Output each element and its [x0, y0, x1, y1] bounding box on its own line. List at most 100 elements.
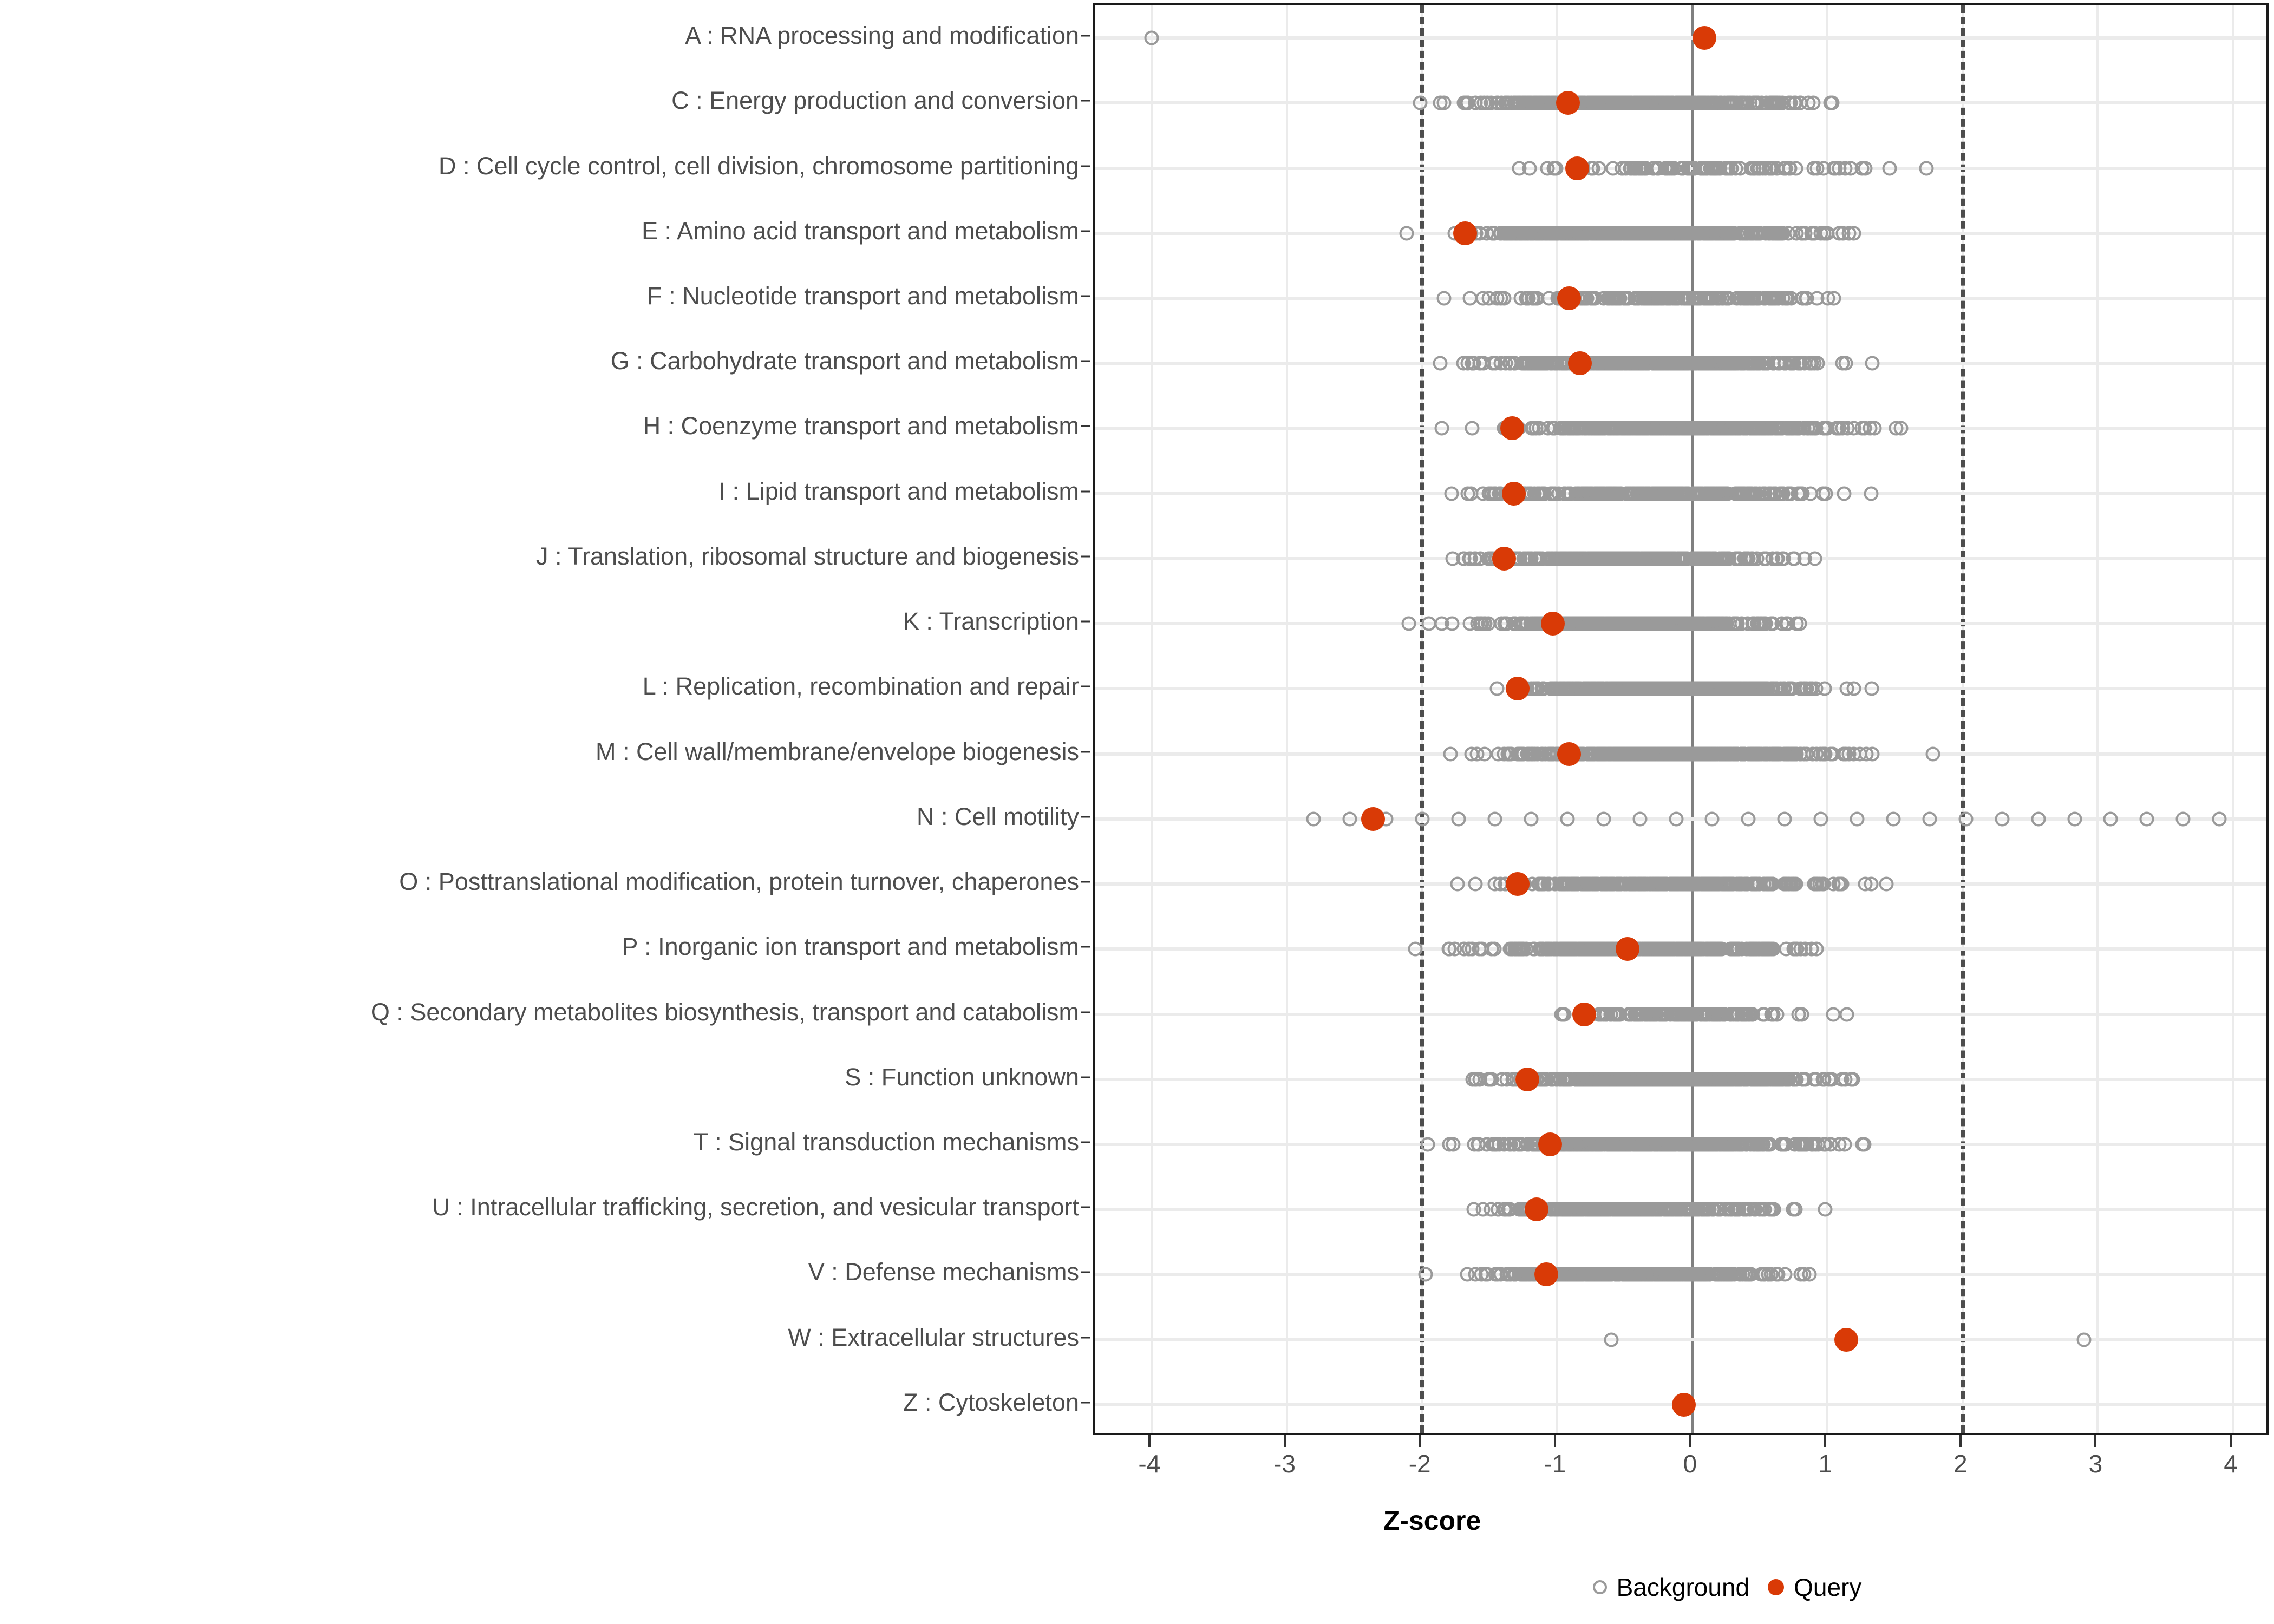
y-axis-tick-20	[1081, 1337, 1090, 1338]
background-point	[1461, 486, 1475, 501]
background-point	[1632, 96, 1647, 110]
y-axis-label: U : Intracellular trafficking, secretion…	[432, 1193, 1079, 1221]
background-point	[1609, 746, 1624, 761]
background-point	[1726, 877, 1741, 892]
background-point	[1680, 356, 1695, 371]
background-point	[1606, 226, 1620, 240]
query-point[interactable]	[1572, 1003, 1596, 1026]
background-point	[1719, 161, 1734, 175]
background-point	[1804, 226, 1819, 240]
background-point	[1797, 551, 1812, 566]
background-point	[1666, 877, 1681, 892]
background-point	[1471, 617, 1485, 631]
background-point	[1646, 291, 1661, 306]
background-point	[1433, 356, 1447, 371]
background-point	[1842, 226, 1857, 240]
background-point	[1793, 746, 1807, 761]
background-point	[1659, 746, 1674, 761]
query-point[interactable]	[1557, 742, 1581, 766]
background-point	[1695, 551, 1710, 566]
query-point[interactable]	[1506, 872, 1530, 896]
background-point	[1584, 682, 1599, 696]
query-point[interactable]	[1557, 286, 1581, 310]
query-point[interactable]	[1500, 416, 1524, 440]
background-point	[1784, 291, 1799, 306]
background-point	[1571, 617, 1585, 631]
background-point	[1443, 746, 1458, 761]
query-point[interactable]	[1565, 156, 1589, 180]
background-point	[1605, 486, 1619, 501]
background-point	[1883, 161, 1897, 175]
y-axis-tick-5	[1081, 361, 1090, 362]
background-point	[1487, 811, 1502, 826]
background-point	[1741, 811, 1756, 826]
background-point	[1671, 421, 1685, 436]
background-point	[1635, 617, 1650, 631]
background-point	[1445, 617, 1459, 631]
background-point	[1826, 1007, 1841, 1021]
background-point	[1658, 161, 1672, 175]
background-point	[1722, 746, 1736, 761]
background-point	[1572, 942, 1586, 957]
background-point	[1680, 942, 1694, 957]
y-axis-tick-0	[1081, 35, 1090, 37]
query-point[interactable]	[1541, 612, 1565, 636]
query-point[interactable]	[1492, 547, 1516, 571]
background-point	[2103, 811, 2118, 826]
background-point	[1399, 226, 1414, 240]
query-point[interactable]	[1616, 937, 1639, 961]
y-axis-tick-14	[1081, 946, 1090, 948]
gridline-row-0	[1095, 36, 2266, 40]
background-point	[1547, 421, 1562, 436]
background-point	[1636, 226, 1650, 240]
background-point	[1780, 486, 1795, 501]
background-point	[1525, 421, 1539, 436]
background-point	[1744, 682, 1759, 696]
query-point[interactable]	[1506, 677, 1530, 700]
background-point	[1545, 356, 1559, 371]
background-point	[1635, 356, 1650, 371]
background-point	[1823, 746, 1838, 761]
background-point	[1592, 161, 1606, 175]
y-axis-label: K : Transcription	[903, 607, 1079, 636]
background-point	[1826, 877, 1841, 892]
gridline-x-3	[2096, 5, 2099, 1433]
query-point[interactable]	[1568, 351, 1592, 375]
query-point[interactable]	[1556, 91, 1580, 115]
background-point	[1922, 811, 1937, 826]
query-point[interactable]	[1361, 807, 1385, 831]
background-point	[1765, 226, 1780, 240]
background-point	[1632, 1007, 1647, 1021]
y-axis-tick-18	[1081, 1207, 1090, 1208]
background-point	[1995, 811, 2009, 826]
background-point	[1587, 96, 1602, 110]
background-point	[1528, 746, 1543, 761]
background-point	[1749, 877, 1763, 892]
background-point	[1524, 811, 1538, 826]
background-point	[1508, 617, 1522, 631]
background-point	[1463, 551, 1478, 566]
background-point	[1799, 291, 1814, 306]
background-point	[1445, 551, 1460, 566]
reference-line--2	[1420, 5, 1424, 1433]
y-axis-label: E : Amino acid transport and metabolism	[642, 217, 1079, 245]
background-point	[2140, 811, 2154, 826]
y-axis-tick-1	[1081, 100, 1090, 102]
y-axis-label: V : Defense mechanisms	[808, 1258, 1079, 1286]
background-point	[1468, 877, 1482, 892]
background-point	[1752, 291, 1766, 306]
query-point[interactable]	[1453, 221, 1477, 245]
background-point	[1789, 617, 1804, 631]
background-point	[1741, 356, 1756, 371]
y-axis-tick-17	[1081, 1141, 1090, 1143]
query-point[interactable]	[1693, 26, 1716, 50]
y-axis-tick-15	[1081, 1011, 1090, 1013]
background-point	[1687, 161, 1702, 175]
background-point	[1413, 96, 1427, 110]
background-point	[1666, 356, 1681, 371]
background-point	[2031, 811, 2046, 826]
background-point	[1814, 811, 1828, 826]
background-point	[1608, 1007, 1623, 1021]
query-point[interactable]	[1502, 482, 1526, 506]
background-point	[1497, 291, 1512, 306]
